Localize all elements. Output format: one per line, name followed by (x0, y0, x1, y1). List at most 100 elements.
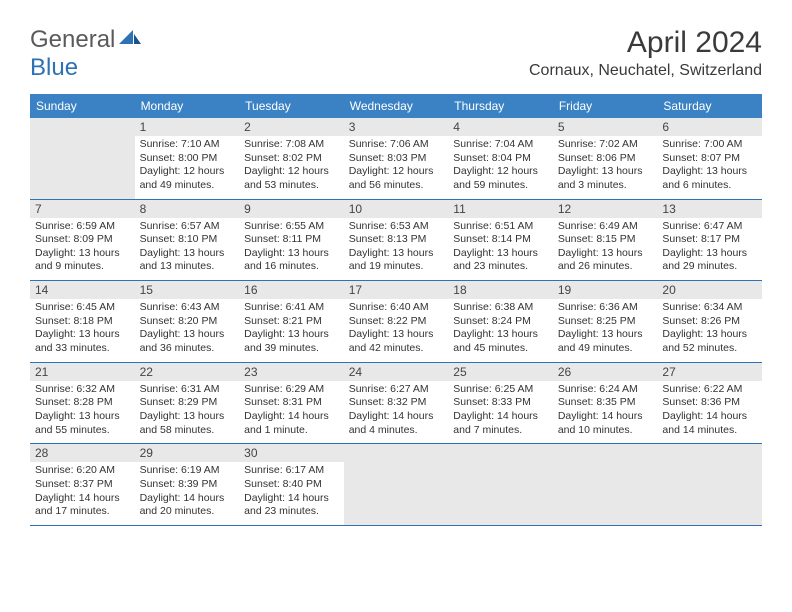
sunset-text: Sunset: 8:06 PM (558, 152, 653, 166)
header: General April 2024 Cornaux, Neuchatel, S… (0, 0, 792, 86)
weekday-header: Thursday (448, 94, 553, 118)
sunset-text: Sunset: 8:14 PM (453, 233, 548, 247)
sunset-text: Sunset: 8:35 PM (558, 396, 653, 410)
daylight-text: Daylight: 13 hours and 42 minutes. (349, 328, 444, 355)
weekday-header: Sunday (30, 94, 135, 118)
sunset-text: Sunset: 8:03 PM (349, 152, 444, 166)
day-number: 30 (239, 444, 344, 462)
sunset-text: Sunset: 8:11 PM (244, 233, 339, 247)
daylight-text: Daylight: 13 hours and 36 minutes. (140, 328, 235, 355)
day-info: Sunrise: 7:04 AMSunset: 8:04 PMDaylight:… (453, 138, 548, 193)
day-cell: 9 Sunrise: 6:55 AMSunset: 8:11 PMDaylight… (239, 200, 344, 281)
day-number: 8 (135, 200, 240, 218)
day-cell: 14Sunrise: 6:45 AMSunset: 8:18 PMDayligh… (30, 281, 135, 362)
day-number: 3 (344, 118, 449, 136)
day-cell (553, 444, 658, 525)
sunrise-text: Sunrise: 6:38 AM (453, 301, 548, 315)
day-info: Sunrise: 6:36 AMSunset: 8:25 PMDaylight:… (558, 301, 653, 356)
day-cell: 10Sunrise: 6:53 AMSunset: 8:13 PMDayligh… (344, 200, 449, 281)
daylight-text: Daylight: 13 hours and 29 minutes. (662, 247, 757, 274)
sunset-text: Sunset: 8:25 PM (558, 315, 653, 329)
sunset-text: Sunset: 8:10 PM (140, 233, 235, 247)
sunrise-text: Sunrise: 6:19 AM (140, 464, 235, 478)
sunset-text: Sunset: 8:36 PM (662, 396, 757, 410)
calendar: SundayMondayTuesdayWednesdayThursdayFrid… (30, 94, 762, 526)
sunset-text: Sunset: 8:32 PM (349, 396, 444, 410)
day-number: 9 (239, 200, 344, 218)
week-row: 7Sunrise: 6:59 AMSunset: 8:09 PMDaylight… (30, 200, 762, 282)
week-row: 28Sunrise: 6:20 AMSunset: 8:37 PMDayligh… (30, 444, 762, 526)
sunset-text: Sunset: 8:33 PM (453, 396, 548, 410)
sunrise-text: Sunrise: 6:17 AM (244, 464, 339, 478)
day-info: Sunrise: 7:02 AMSunset: 8:06 PMDaylight:… (558, 138, 653, 193)
day-number: 7 (30, 200, 135, 218)
sunrise-text: Sunrise: 6:57 AM (140, 220, 235, 234)
sunset-text: Sunset: 8:26 PM (662, 315, 757, 329)
day-cell: 29Sunrise: 6:19 AMSunset: 8:39 PMDayligh… (135, 444, 240, 525)
day-cell: 1Sunrise: 7:10 AMSunset: 8:00 PMDaylight… (135, 118, 240, 199)
day-info: Sunrise: 7:00 AMSunset: 8:07 PMDaylight:… (662, 138, 757, 193)
sunrise-text: Sunrise: 6:29 AM (244, 383, 339, 397)
sunset-text: Sunset: 8:24 PM (453, 315, 548, 329)
sunset-text: Sunset: 8:04 PM (453, 152, 548, 166)
daylight-text: Daylight: 14 hours and 10 minutes. (558, 410, 653, 437)
day-number: 4 (448, 118, 553, 136)
sunrise-text: Sunrise: 6:34 AM (662, 301, 757, 315)
logo-triangle-icon (119, 30, 141, 51)
sunset-text: Sunset: 8:21 PM (244, 315, 339, 329)
day-cell: 23Sunrise: 6:29 AMSunset: 8:31 PMDayligh… (239, 363, 344, 444)
day-cell: 22Sunrise: 6:31 AMSunset: 8:29 PMDayligh… (135, 363, 240, 444)
day-cell: 30 Sunrise: 6:17 AMSunset: 8:40 PMDayligh… (239, 444, 344, 525)
sunset-text: Sunset: 8:18 PM (35, 315, 130, 329)
sunrise-text: Sunrise: 6:27 AM (349, 383, 444, 397)
day-info: Sunrise: 6:51 AMSunset: 8:14 PMDaylight:… (453, 220, 548, 275)
weekday-header: Wednesday (344, 94, 449, 118)
sunrise-text: Sunrise: 6:55 AM (244, 220, 339, 234)
sunset-text: Sunset: 8:00 PM (140, 152, 235, 166)
day-info: Sunrise: 6:17 AMSunset: 8:40 PMDaylight:… (244, 464, 339, 519)
logo-text-blue: Blue (30, 54, 78, 81)
day-cell: 8Sunrise: 6:57 AMSunset: 8:10 PMDaylight… (135, 200, 240, 281)
sunrise-text: Sunrise: 7:04 AM (453, 138, 548, 152)
daylight-text: Daylight: 12 hours and 53 minutes. (244, 165, 339, 192)
day-cell: 16 Sunrise: 6:41 AMSunset: 8:21 PMDayligh… (239, 281, 344, 362)
day-number: 15 (135, 281, 240, 299)
day-cell: 18Sunrise: 6:38 AMSunset: 8:24 PMDayligh… (448, 281, 553, 362)
day-number: 19 (553, 281, 658, 299)
sunset-text: Sunset: 8:31 PM (244, 396, 339, 410)
sunrise-text: Sunrise: 6:24 AM (558, 383, 653, 397)
day-number: 16 (239, 281, 344, 299)
daylight-text: Daylight: 13 hours and 58 minutes. (140, 410, 235, 437)
day-number: 6 (657, 118, 762, 136)
day-cell: 6 Sunrise: 7:00 AMSunset: 8:07 PMDaylight… (657, 118, 762, 199)
sunrise-text: Sunrise: 6:59 AM (35, 220, 130, 234)
day-cell: 28Sunrise: 6:20 AMSunset: 8:37 PMDayligh… (30, 444, 135, 525)
sunset-text: Sunset: 8:29 PM (140, 396, 235, 410)
day-cell: 25Sunrise: 6:25 AMSunset: 8:33 PMDayligh… (448, 363, 553, 444)
day-number: 21 (30, 363, 135, 381)
daylight-text: Daylight: 14 hours and 23 minutes. (244, 492, 339, 519)
sunrise-text: Sunrise: 7:06 AM (349, 138, 444, 152)
day-info: Sunrise: 6:45 AMSunset: 8:18 PMDaylight:… (35, 301, 130, 356)
day-info: Sunrise: 7:08 AMSunset: 8:02 PMDaylight:… (244, 138, 339, 193)
sunrise-text: Sunrise: 7:00 AM (662, 138, 757, 152)
day-number: 2 (239, 118, 344, 136)
sunset-text: Sunset: 8:07 PM (662, 152, 757, 166)
day-info: Sunrise: 6:49 AMSunset: 8:15 PMDaylight:… (558, 220, 653, 275)
sunrise-text: Sunrise: 6:22 AM (662, 383, 757, 397)
day-cell: 21Sunrise: 6:32 AMSunset: 8:28 PMDayligh… (30, 363, 135, 444)
sunrise-text: Sunrise: 6:20 AM (35, 464, 130, 478)
daylight-text: Daylight: 14 hours and 1 minute. (244, 410, 339, 437)
day-info: Sunrise: 6:40 AMSunset: 8:22 PMDaylight:… (349, 301, 444, 356)
sunset-text: Sunset: 8:40 PM (244, 478, 339, 492)
daylight-text: Daylight: 13 hours and 26 minutes. (558, 247, 653, 274)
daylight-text: Daylight: 13 hours and 16 minutes. (244, 247, 339, 274)
day-info: Sunrise: 6:24 AMSunset: 8:35 PMDaylight:… (558, 383, 653, 438)
sunrise-text: Sunrise: 6:25 AM (453, 383, 548, 397)
day-info: Sunrise: 6:41 AMSunset: 8:21 PMDaylight:… (244, 301, 339, 356)
day-cell: 17Sunrise: 6:40 AMSunset: 8:22 PMDayligh… (344, 281, 449, 362)
day-cell (448, 444, 553, 525)
sunrise-text: Sunrise: 7:10 AM (140, 138, 235, 152)
sunrise-text: Sunrise: 6:53 AM (349, 220, 444, 234)
week-row: 14Sunrise: 6:45 AMSunset: 8:18 PMDayligh… (30, 281, 762, 363)
